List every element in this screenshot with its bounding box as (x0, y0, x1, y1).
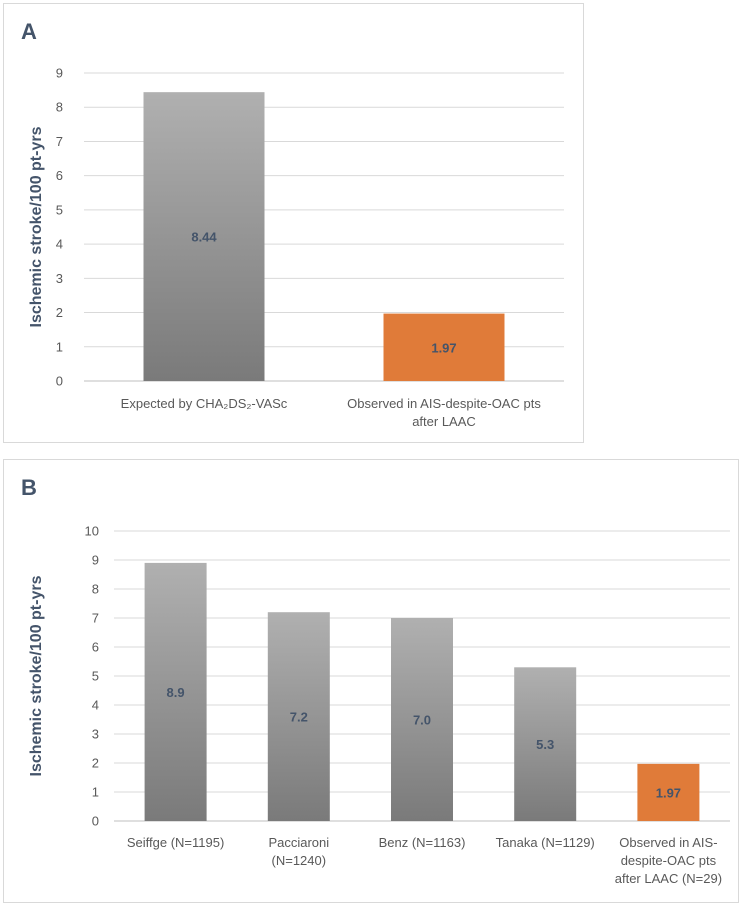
chart-a-svg: 0 1 2 3 4 5 6 7 8 9 Ischemic stroke/100 pt-yrs 8.44… (28, 66, 564, 429)
chart-a-data-label: 8.44 (191, 230, 217, 245)
chart-a-y-axis-label: Ischemic stroke/100 pt-yrs (28, 126, 45, 327)
chart-a-category-label: Expected by CHA₂DS₂-VASc (121, 396, 288, 411)
chart-b-y-tick-label: 0 (92, 814, 99, 829)
chart-b-category-label: Benz (N=1163) (379, 835, 466, 850)
chart-a-bar (143, 92, 265, 382)
chart-b-category-label: despite-OAC pts (621, 853, 717, 868)
chart-b-y-tick-label: 1 (92, 785, 99, 800)
chart-b-data-label: 8.9 (167, 685, 185, 700)
chart-b-category-label: after LAAC (N=29) (615, 871, 722, 886)
chart-b-y-tick-label: 5 (92, 669, 99, 684)
chart-b-data-label: 5.3 (536, 737, 554, 752)
chart-b-bar (267, 612, 330, 821)
chart-b-category-label: Observed in AIS- (619, 835, 717, 850)
chart-b-y-tick-label: 4 (92, 698, 99, 713)
chart-a-y-tick-label: 8 (56, 100, 63, 115)
chart-a-y-tick-label: 0 (56, 374, 63, 389)
chart-b-y-tick-label: 3 (92, 727, 99, 742)
chart-a-bar (383, 313, 505, 381)
chart-a-y-tick-label: 6 (56, 168, 63, 183)
chart-panel-b: B 0 1 2 3 4 5 6 7 8 9 10 Ischemic stroke/100 pt-yrs… (3, 459, 739, 903)
chart-a-y-tick-label: 9 (56, 66, 63, 81)
chart-b-svg: 0 1 2 3 4 5 6 7 8 9 10 Ischemic stroke/100 pt-yrs 8.… (28, 524, 730, 886)
chart-b-bar (637, 763, 700, 821)
chart-a-y-tick-label: 2 (56, 305, 63, 320)
chart-b-bar (391, 618, 453, 821)
chart-b-y-axis-label: Ischemic stroke/100 pt-yrs (28, 575, 45, 776)
chart-b-bar (514, 667, 577, 821)
chart-b-bar (144, 562, 207, 821)
chart-b-category-label: Pacciaroni (268, 835, 329, 850)
chart-b-data-label: 7.2 (290, 710, 308, 725)
chart-b-y-tick-label: 2 (92, 756, 99, 771)
chart-a-y-tick-label: 4 (56, 237, 63, 252)
chart-a-y-tick-label: 3 (56, 271, 63, 286)
chart-a-y-tick-label: 5 (56, 202, 63, 217)
chart-b-category-label: Seiffge (N=1195) (127, 835, 224, 850)
panel-letter-b: B (21, 475, 37, 500)
chart-b-y-tick-label: 10 (85, 524, 99, 539)
chart-b-y-tick-label: 9 (92, 553, 99, 568)
chart-panel-a: A 0 1 2 3 4 5 6 7 8 9 Ischemic stroke/100 pt-yrs 8.… (3, 3, 584, 443)
chart-a-category-label: after LAAC (412, 414, 476, 429)
chart-b-y-tick-label: 6 (92, 640, 99, 655)
chart-a-y-tick-label: 1 (56, 339, 63, 354)
chart-b-category-label: (N=1240) (272, 853, 327, 868)
chart-b-data-label: 7.0 (413, 713, 431, 728)
chart-b-y-tick-label: 7 (92, 611, 99, 626)
chart-a-data-label: 1.97 (431, 340, 456, 355)
chart-a-category-label: Observed in AIS-despite-OAC pts (347, 396, 541, 411)
chart-b-category-label: Tanaka (N=1129) (496, 835, 595, 850)
panel-letter-a: A (21, 19, 37, 44)
chart-b-data-label: 1.97 (656, 785, 681, 800)
chart-b-y-tick-label: 8 (92, 582, 99, 597)
chart-a-y-tick-label: 7 (56, 134, 63, 149)
